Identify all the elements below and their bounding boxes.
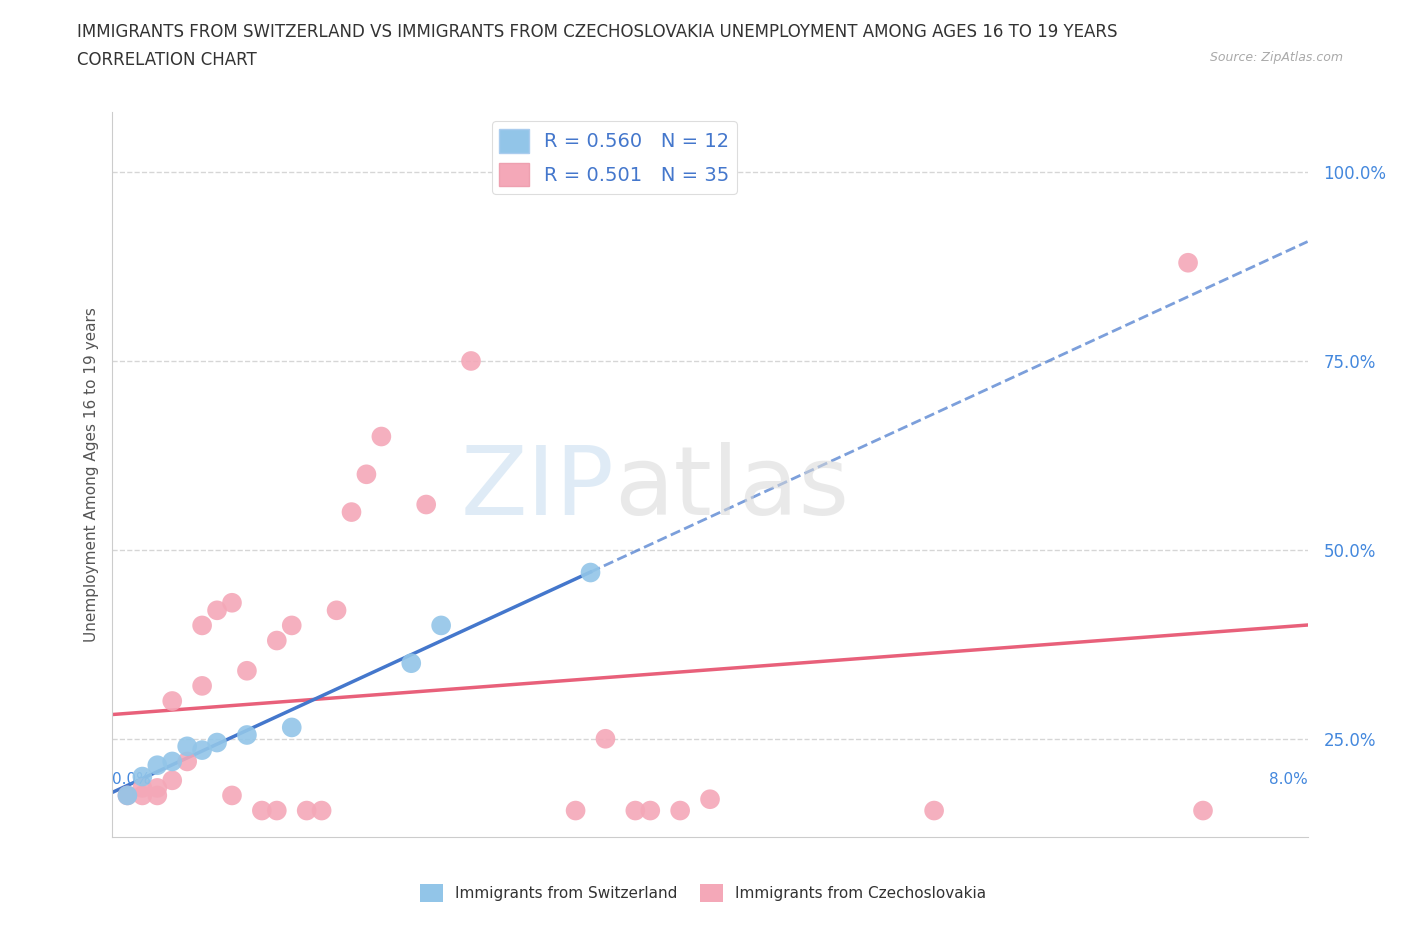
- Point: [401, 656, 423, 671]
- Point: [669, 804, 692, 818]
- Text: IMMIGRANTS FROM SWITZERLAND VS IMMIGRANTS FROM CZECHOSLOVAKIA UNEMPLOYMENT AMONG: IMMIGRANTS FROM SWITZERLAND VS IMMIGRANT…: [77, 23, 1118, 41]
- Point: [221, 595, 243, 610]
- Point: [146, 780, 169, 795]
- Point: [460, 353, 482, 368]
- Point: [162, 694, 183, 709]
- Text: atlas: atlas: [614, 443, 849, 536]
- Point: [579, 565, 602, 580]
- Point: [415, 498, 437, 512]
- Point: [191, 743, 214, 758]
- Legend: Immigrants from Switzerland, Immigrants from Czechoslovakia: Immigrants from Switzerland, Immigrants …: [413, 878, 993, 909]
- Point: [311, 804, 333, 818]
- Point: [564, 804, 586, 818]
- Point: [131, 780, 153, 795]
- Point: [1192, 804, 1215, 818]
- Text: 8.0%: 8.0%: [1268, 772, 1308, 787]
- Point: [146, 758, 169, 773]
- Point: [266, 804, 288, 818]
- Point: [131, 788, 153, 803]
- Point: [370, 429, 392, 444]
- Text: Source: ZipAtlas.com: Source: ZipAtlas.com: [1209, 51, 1343, 64]
- Point: [131, 769, 153, 784]
- Text: ZIP: ZIP: [461, 443, 614, 536]
- Point: [205, 603, 228, 618]
- Point: [624, 804, 647, 818]
- Point: [325, 603, 347, 618]
- Point: [281, 720, 304, 735]
- Point: [595, 731, 617, 746]
- Point: [117, 788, 139, 803]
- Point: [340, 505, 363, 520]
- Point: [250, 804, 273, 818]
- Point: [236, 727, 259, 742]
- Y-axis label: Unemployment Among Ages 16 to 19 years: Unemployment Among Ages 16 to 19 years: [83, 307, 98, 642]
- Point: [162, 773, 183, 788]
- Point: [430, 618, 453, 633]
- Point: [146, 788, 169, 803]
- Point: [191, 679, 214, 694]
- Text: 0.0%: 0.0%: [112, 772, 152, 787]
- Point: [176, 754, 198, 769]
- Text: CORRELATION CHART: CORRELATION CHART: [77, 51, 257, 69]
- Point: [281, 618, 304, 633]
- Point: [236, 663, 259, 678]
- Point: [699, 791, 721, 806]
- Point: [922, 804, 945, 818]
- Point: [295, 804, 318, 818]
- Point: [356, 467, 378, 482]
- Point: [640, 804, 662, 818]
- Point: [266, 633, 288, 648]
- Legend: R = 0.560   N = 12, R = 0.501   N = 35: R = 0.560 N = 12, R = 0.501 N = 35: [492, 121, 737, 194]
- Point: [176, 738, 198, 753]
- Point: [117, 788, 139, 803]
- Point: [205, 735, 228, 750]
- Point: [191, 618, 214, 633]
- Point: [162, 754, 183, 769]
- Point: [1177, 256, 1199, 271]
- Point: [221, 788, 243, 803]
